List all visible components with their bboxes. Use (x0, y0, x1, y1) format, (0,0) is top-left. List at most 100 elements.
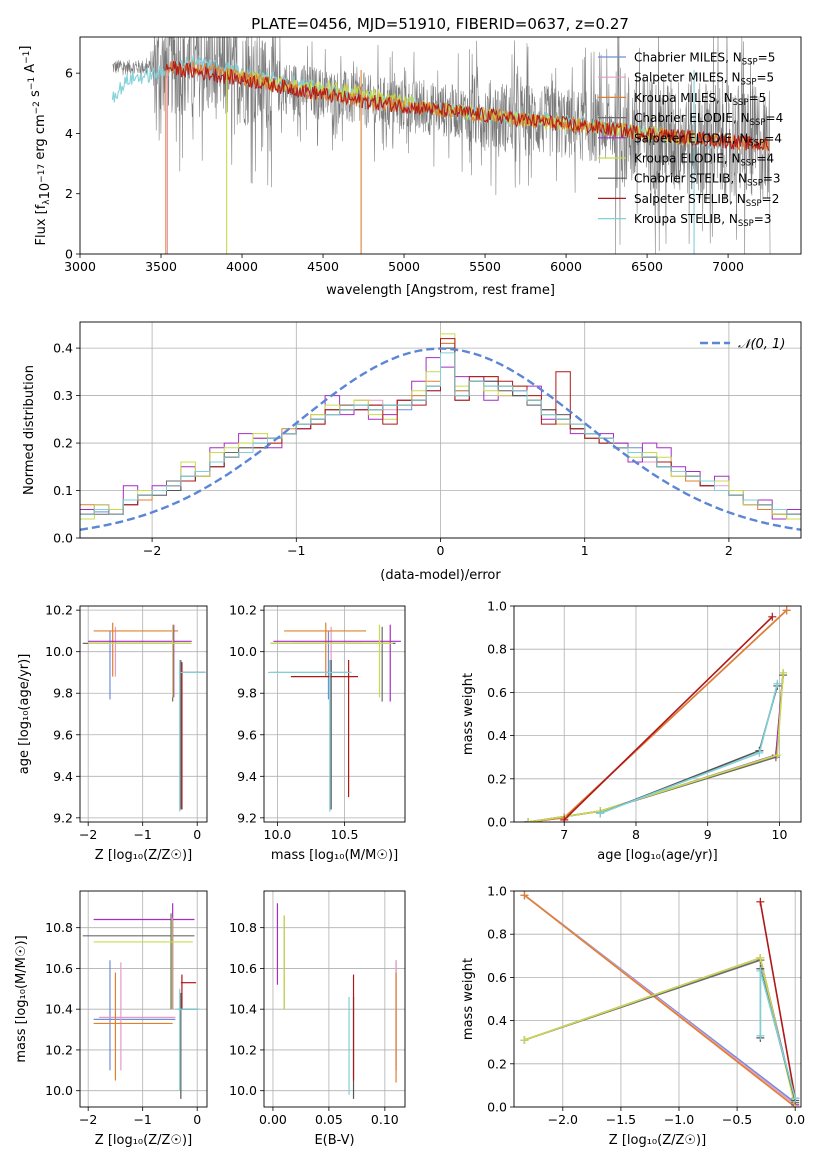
y-tick-label: 1.0 (487, 599, 507, 614)
weight-marker (756, 966, 765, 975)
weight-line (528, 672, 784, 822)
y-tick-label: 10.8 (229, 920, 257, 935)
x-tick-label: 0 (193, 1112, 201, 1127)
x-axis-label: Z [log₁₀(Z/Z☉)] (609, 1133, 706, 1148)
y-tick-label: 0.4 (487, 728, 507, 743)
y-tick-label: 10.0 (45, 644, 73, 659)
legend-suffix: =4 (756, 152, 774, 166)
y-tick-label: 10.4 (229, 1002, 257, 1017)
legend-subscript: SSP (738, 219, 754, 229)
weight-marker (782, 606, 791, 615)
mass-vs-z-panel-axes: −2 −1 0 10.0 10.2 10.4 10.6 10.8 Z [log₁₀(Z/Z☉)]… (14, 890, 208, 1148)
y-tick-label: 0.2 (487, 771, 507, 786)
y-axis-label: mass [log₁₀(M/M☉)] (14, 935, 29, 1062)
weight-line (599, 685, 779, 815)
y-tick-label: 0 (65, 247, 73, 262)
legend-label: Chabrier MILES, NSSP=5 (634, 51, 775, 68)
histogram-step (80, 352, 801, 538)
mass-vs-ebv-panel-plot (276, 903, 397, 1099)
weight-line (563, 616, 773, 821)
axes-frame (263, 890, 406, 1108)
weight-line (528, 675, 784, 822)
y-tick-label: 9.8 (237, 686, 257, 701)
x-axis-label: E(B-V) (314, 1133, 354, 1148)
y-axis-label-part: λ (42, 199, 52, 205)
weight-line (524, 894, 796, 1107)
y-tick-label: 10.6 (45, 961, 73, 976)
weight-marker (524, 818, 533, 822)
legend-text: Salpeter ELODIE, N (634, 131, 748, 145)
y-axis-label-part: s (28, 90, 43, 101)
legend-subscript: SSP (750, 118, 766, 128)
y-axis-label-part: −1 (27, 77, 37, 90)
legend-text: Chabrier MILES, N (634, 51, 742, 65)
weight-marker (520, 891, 529, 900)
x-tick-label: 1 (581, 543, 589, 558)
legend-subscript: SSP (741, 159, 757, 169)
legend-label: Salpeter MILES, NSSP=5 (634, 71, 774, 88)
weight-line (524, 956, 796, 1107)
mass-vs-z-panel: −2 −1 0 10.0 10.2 10.4 10.6 10.8 Z [log₁₀(Z/Z☉)]… (14, 890, 208, 1148)
x-tick-label: −2.0 (548, 1112, 578, 1127)
y-axis-label: mass weight (461, 673, 476, 755)
axes-frame (79, 890, 208, 1108)
y-tick-label: 0.6 (487, 685, 507, 700)
x-tick-label: 10 (772, 827, 788, 842)
age-vs-z-panel-axes: −2 −1 0 9.2 9.4 9.6 9.8 10.0 10.2 Z [log₁₀(Z/Z☉)]… (17, 603, 208, 863)
x-tick-label: −2 (79, 1112, 97, 1127)
y-tick-label: 9.8 (53, 686, 73, 701)
y-tick-label: 6 (65, 66, 73, 81)
legend-text: Kroupa ELODIE, N (634, 152, 741, 166)
x-tick-label: 5000 (388, 259, 420, 274)
y-tick-label: 0.2 (487, 1056, 507, 1071)
weight-marker (756, 953, 765, 962)
y-axis-label-part: erg cm (33, 114, 48, 163)
legend-text: Chabrier ELODIE, N (634, 111, 750, 125)
y-tick-label: 10.0 (229, 644, 257, 659)
x-tick-label: 4500 (307, 259, 339, 274)
y-axis-label-part: −1 (22, 51, 32, 64)
mass-weight-z-panel-plot (520, 891, 800, 1107)
legend-label: Kroupa STELIB, NSSP=3 (634, 212, 772, 229)
legend-label: 𝒩(0, 1) (738, 337, 785, 352)
legend-subscript: SSP (748, 138, 764, 148)
legend: 𝒩(0, 1) (700, 337, 785, 352)
spectrum-panel: 3000 3500 4000 4500 5000 5500 6000 6500 7000 0 2 4 6… (18, 36, 802, 298)
weight-marker (756, 897, 765, 906)
y-tick-label: 9.6 (53, 727, 73, 742)
x-tick-label: 2 (725, 543, 733, 558)
x-tick-label: −1 (287, 543, 305, 558)
y-tick-label: 0.0 (487, 815, 507, 830)
legend-label: Salpeter ELODIE, NSSP=4 (634, 131, 782, 148)
x-tick-label: −2 (143, 543, 161, 558)
y-tick-label: 10.0 (45, 1083, 73, 1098)
x-axis-label: wavelength [Angstrom, rest frame] (326, 283, 555, 298)
age-vs-z-panel-plot (82, 622, 206, 812)
legend-subscript: SSP (747, 179, 763, 189)
legend-suffix: =3 (754, 212, 772, 226)
legend-suffix: =2 (762, 192, 780, 206)
x-tick-label: 0.05 (315, 1112, 343, 1127)
weight-marker (520, 1036, 529, 1045)
y-axis-label: Flux [fλ10−17 erg cm−2 s−1 A−1] (18, 46, 53, 246)
legend-subscript: SSP (741, 78, 757, 88)
weight-line (599, 683, 779, 815)
legend-subscript: SSP (733, 98, 749, 108)
legend-suffix: =5 (756, 71, 774, 85)
panels: 3000 3500 4000 4500 5000 5500 6000 6500 70000246… (14, 36, 805, 1148)
y-tick-label: 0.1 (53, 483, 73, 498)
normal-curve (80, 347, 801, 531)
weight-line (524, 956, 796, 1105)
x-tick-label: 5500 (469, 259, 501, 274)
age-vs-mass-panel-axes: 10.0 10.5 9.2 9.4 9.6 9.8 10.0 10.2 mass [log₁₀(… (229, 603, 406, 863)
mass-vs-ebv-panel-axes: 0.00 0.05 0.10 10.0 10.2 10.4 10.6 10.8 E(B-V) (229, 890, 406, 1148)
y-tick-label: 10.8 (45, 920, 73, 935)
spectrum-panel-plot (111, 37, 771, 254)
y-tick-label: 9.2 (53, 810, 73, 825)
x-tick-label: 10.5 (331, 827, 359, 842)
y-tick-label: 10.4 (45, 1002, 73, 1017)
axes-frame (513, 605, 802, 823)
mass-vs-ebv-panel: 0.00 0.05 0.10 10.0 10.2 10.4 10.6 10.8 E(B-V) (229, 890, 406, 1148)
y-tick-label: 10.2 (229, 1042, 257, 1057)
